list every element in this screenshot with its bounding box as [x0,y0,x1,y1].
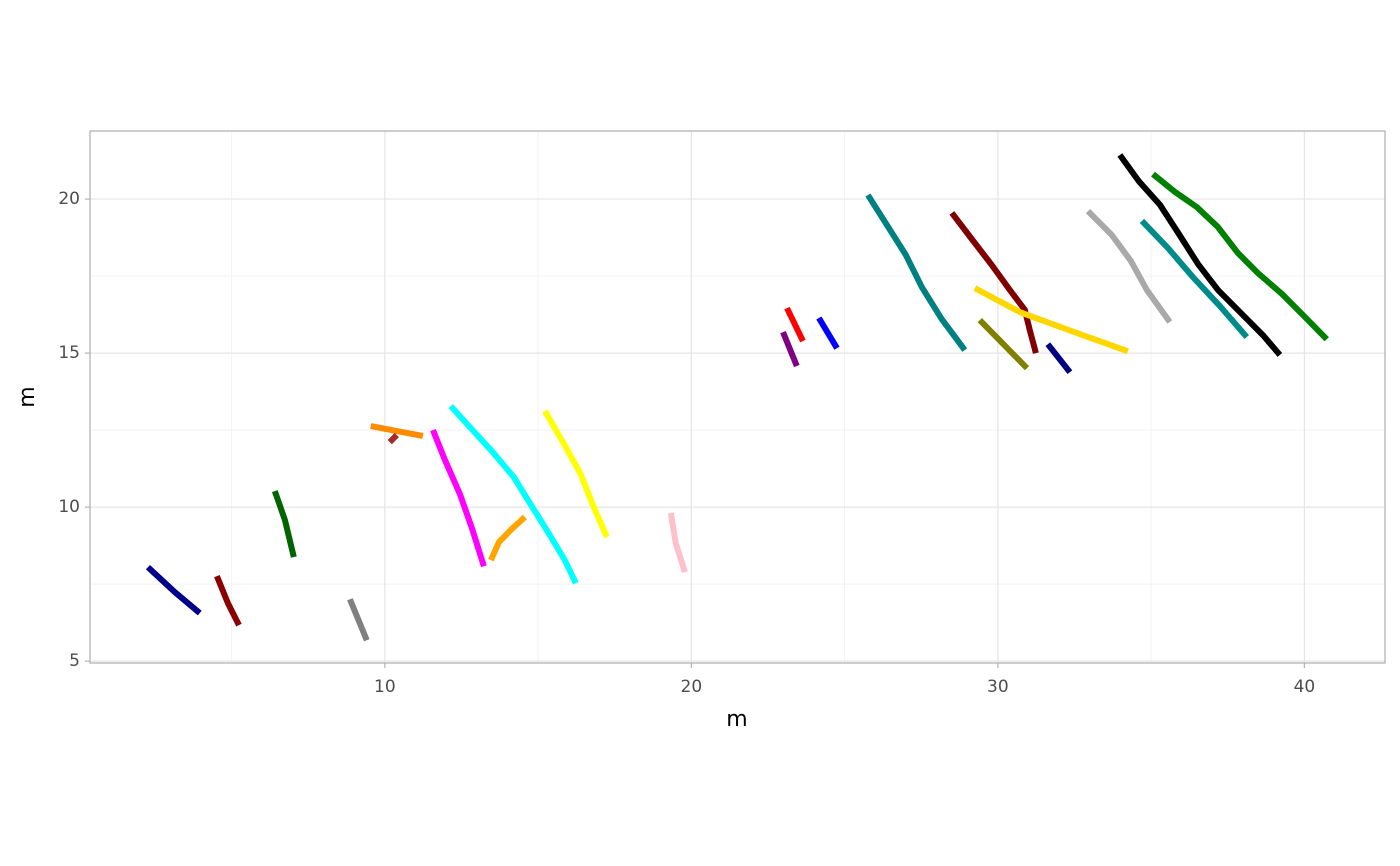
trajectory-line [949,211,1039,354]
trajectory-line [865,193,968,352]
trajectory-line [387,432,399,445]
trajectory-line [816,316,840,350]
trajectory-line [271,490,297,558]
trajectory-line [542,409,610,539]
panel-border [89,130,1386,664]
trajectory-line [347,598,370,642]
trajectory-line [1085,208,1173,324]
x-axis-title: m [726,707,747,732]
x-tick-label: 40 [1294,677,1316,697]
trajectory-line [1139,218,1250,340]
trajectory-line [430,429,487,568]
y-tick-label: 20 [58,189,80,209]
y-tick-label: 15 [58,343,80,363]
y-axis-title: m [15,386,40,407]
trajectory-line [488,514,527,562]
x-tick-label: 10 [374,677,396,697]
trajectory-line [780,331,800,368]
trajectory-line [784,306,806,343]
trajectory-line [973,285,1129,355]
x-tick-label: 30 [987,677,1009,697]
trajectory-line [145,564,202,616]
trajectory-line [448,404,579,585]
trajectory-line [1117,153,1283,357]
x-tick-label: 20 [681,677,703,697]
trajectory-line [977,318,1030,371]
trajectory-line [370,423,424,439]
trajectory-line [1045,342,1073,375]
trajectory-line [214,574,242,627]
y-tick-label: 10 [58,497,80,517]
trajectory-line [667,512,688,574]
trajectory-line [1151,171,1329,342]
y-tick-label: 5 [69,651,80,671]
